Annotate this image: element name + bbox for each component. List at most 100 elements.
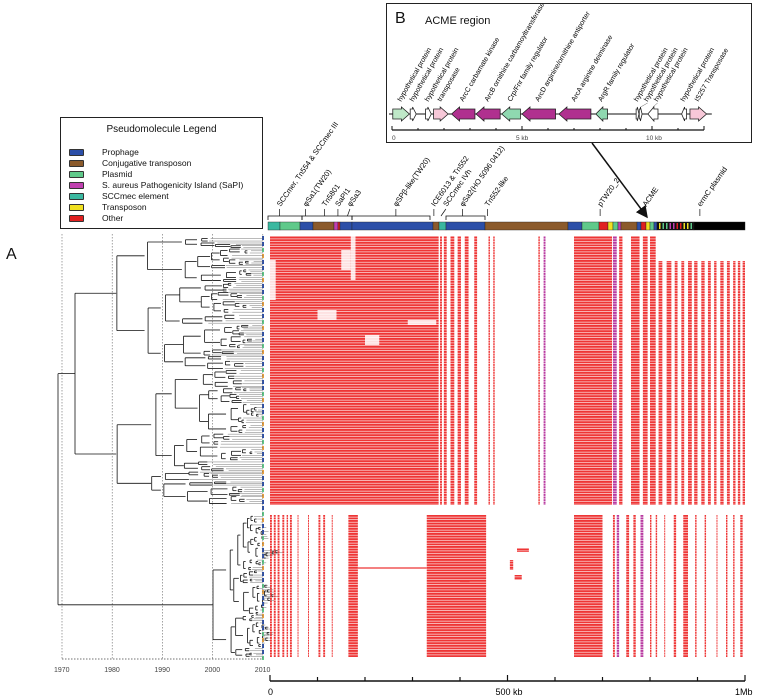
- pseudomolecule-segment: [612, 221, 619, 231]
- pseudomolecule-segment: [636, 221, 642, 231]
- heatmap-block: [740, 515, 743, 657]
- heatmap-block: [574, 515, 603, 657]
- phylogenetic-tree: [57, 238, 283, 657]
- presence-absence-heatmap: [262, 236, 745, 660]
- pseudomolecule-stripe: [683, 223, 685, 229]
- panel-a-label: A: [6, 246, 17, 263]
- legend-label: Prophage: [102, 147, 139, 157]
- heatmap-block: [270, 515, 272, 657]
- heatmap-block: [673, 515, 677, 657]
- legend-swatch: [69, 171, 84, 178]
- pseudomolecule-segment: [299, 221, 314, 231]
- heatmap-block: [726, 261, 730, 505]
- legend-swatch: [69, 182, 84, 189]
- pseudomolecule-stripe: [669, 223, 671, 229]
- legend-label: SCCmec element: [102, 191, 169, 201]
- heatmap-block: [683, 515, 688, 657]
- heatmap-gap: [317, 310, 337, 320]
- heatmap-block: [493, 236, 495, 505]
- heatmap-block: [674, 261, 678, 505]
- heatmap-block: [282, 515, 285, 657]
- legend-label: Transposon: [102, 202, 147, 212]
- genome-axis: 0 500 kb 1Mb: [268, 675, 753, 697]
- pseudomolecule-segment: [645, 221, 651, 231]
- heatmap-block: [509, 560, 514, 570]
- gene-arrow: [638, 106, 643, 122]
- gene-arrow: [521, 106, 556, 122]
- legend-item: Transposon: [69, 202, 147, 213]
- heatmap-block: [488, 236, 490, 505]
- pseudomolecule-segment: [581, 221, 600, 231]
- pseudomolecule-segment: [337, 221, 341, 231]
- legend-label: Other: [102, 213, 124, 223]
- legend-item: Conjugative transposon: [69, 158, 191, 169]
- legend-label: Plasmid: [102, 169, 133, 179]
- year-label: 1970: [54, 667, 70, 674]
- legend-title: Pseudomolecule Legend: [106, 124, 217, 135]
- heatmap-block: [318, 515, 321, 657]
- legend-label: S. aureus Pathogenicity Island (SaPI): [102, 180, 244, 190]
- heatmap-block: [616, 515, 620, 657]
- gene-arrow: [681, 106, 687, 122]
- heatmap-block: [726, 515, 728, 657]
- gene-arrow: [409, 106, 417, 122]
- heatmap-block: [626, 515, 630, 657]
- pseudomolecule-segment: [333, 221, 339, 231]
- pseudomolecule-segment: [445, 221, 486, 231]
- heatmap-block: [704, 515, 707, 657]
- time-axis: 1970 1980 1990 2000 2010: [54, 234, 270, 674]
- pseudomolecule-segment: [598, 221, 609, 231]
- element-bracket: [301, 215, 353, 220]
- heatmap-block: [543, 236, 546, 505]
- element-bracket: [267, 215, 303, 220]
- gene-arrow: [433, 106, 449, 122]
- pseudomolecule-stripe: [659, 223, 661, 229]
- legend-item: Plasmid: [69, 169, 132, 180]
- acme-region-inset: B ACME region hypothetical protein hypoth…: [386, 3, 752, 143]
- year-label: 2010: [255, 667, 271, 674]
- heatmap-block: [348, 515, 358, 657]
- heatmap-block: [277, 515, 280, 657]
- pseudomolecule-stripe: [666, 223, 668, 229]
- legend-item: SCCmec element: [69, 191, 169, 202]
- heatmap-block: [695, 515, 697, 657]
- heatmap-gap: [365, 335, 380, 345]
- heatmap-block: [538, 236, 540, 505]
- heatmap-block: [701, 261, 705, 505]
- heatmap-block: [737, 261, 741, 505]
- legend-item: S. aureus Pathogenicity Island (SaPI): [69, 180, 243, 191]
- heatmap-block: [460, 580, 470, 583]
- heatmap-block: [664, 515, 666, 657]
- element-label: ACME: [641, 185, 661, 208]
- pseudomolecule-segment: [653, 221, 658, 231]
- element-label: Tn552-like: [483, 174, 510, 208]
- heatmap-block: [443, 236, 447, 505]
- pseudomolecule-segment: [432, 221, 440, 231]
- genome-axis-label: 500 kb: [496, 687, 523, 697]
- pseudomolecule-segment: [617, 221, 622, 231]
- element-label: ermC plasmid: [695, 165, 729, 208]
- heatmap-block: [289, 515, 292, 657]
- pseudomolecule-segment: [567, 221, 583, 231]
- pseudomolecule-segment: [484, 221, 569, 231]
- year-label: 2000: [205, 667, 221, 674]
- legend-item: Other: [69, 213, 123, 224]
- heatmap-block: [720, 261, 724, 505]
- pseudomolecule-stripe: [690, 223, 692, 229]
- genome-axis-label: 0: [268, 687, 273, 697]
- heatmap-block: [612, 236, 617, 505]
- element-label: φSPβ-like(TW20): [391, 155, 432, 208]
- pseudomolecule-segment: [620, 221, 638, 231]
- pseudomolecule-segment: [312, 221, 335, 231]
- legend-item: Prophage: [69, 147, 139, 158]
- gene-arrow: [595, 106, 608, 122]
- heatmap-block: [655, 515, 658, 657]
- heatmap-gap: [350, 236, 356, 280]
- element-label: pTW20_2: [595, 176, 621, 208]
- genome-axis-label: 1Mb: [735, 687, 753, 697]
- heatmap-block: [633, 515, 636, 657]
- heatmap-block: [733, 261, 736, 505]
- legend-swatch: [69, 149, 84, 156]
